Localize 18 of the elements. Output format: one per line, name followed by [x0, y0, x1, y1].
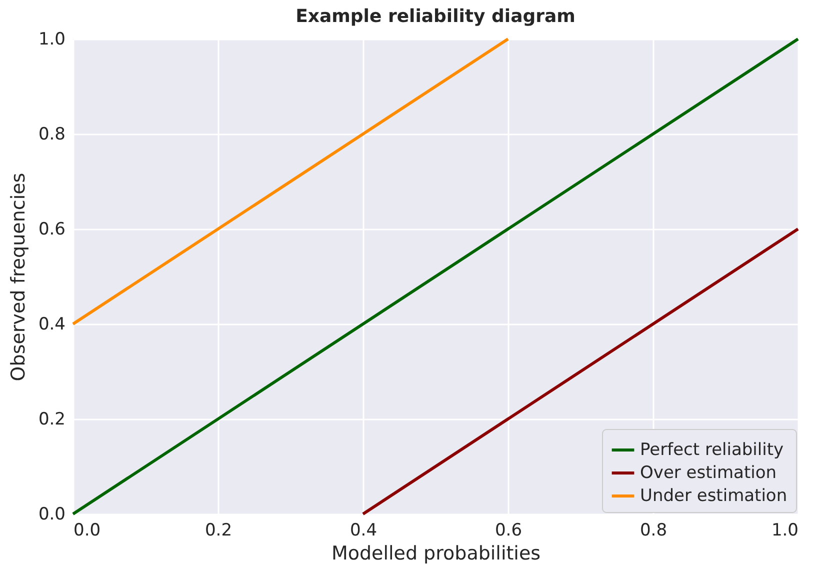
legend-label: Over estimation: [640, 463, 777, 483]
y-tick-label: 1.0: [38, 30, 66, 50]
legend-label: Under estimation: [640, 486, 788, 506]
x-tick-label: 0.8: [640, 520, 668, 540]
x-tick-label: 0.2: [204, 520, 232, 540]
x-tick-label: 0.6: [494, 520, 522, 540]
y-tick-label: 0.6: [38, 220, 66, 240]
x-tick-label: 1.0: [771, 520, 798, 540]
chart-title: Example reliability diagram: [296, 6, 576, 27]
y-tick-label: 0.0: [38, 504, 66, 524]
x-tick-label: 0.0: [74, 520, 101, 540]
x-tick-label: 0.4: [350, 520, 378, 540]
y-axis-title: Observed frequencies: [7, 172, 30, 382]
y-tick-label: 0.8: [38, 124, 66, 144]
y-tick-label: 0.4: [38, 314, 66, 334]
legend-label: Perfect reliability: [640, 440, 784, 460]
y-tick-label: 0.2: [38, 410, 66, 430]
x-axis-title: Modelled probabilities: [331, 542, 541, 564]
